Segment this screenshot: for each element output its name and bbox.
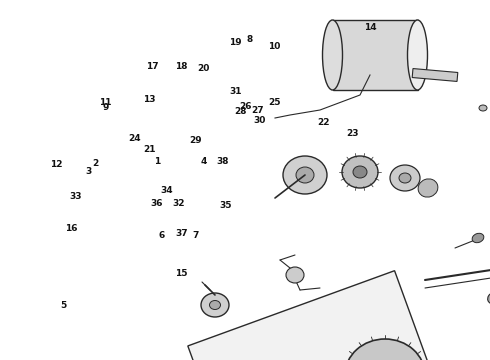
Text: 38: 38	[217, 158, 229, 166]
Text: 15: 15	[175, 269, 188, 278]
Text: 8: 8	[247, 35, 253, 44]
Text: 22: 22	[317, 118, 330, 127]
Text: 23: 23	[346, 129, 359, 138]
Text: 28: 28	[234, 107, 246, 116]
Text: 20: 20	[197, 64, 210, 73]
Ellipse shape	[418, 179, 438, 197]
Text: 31: 31	[229, 87, 242, 96]
Text: 27: 27	[251, 107, 264, 115]
Text: 9: 9	[102, 104, 109, 112]
Text: 24: 24	[128, 134, 141, 143]
Text: 37: 37	[175, 230, 188, 238]
Text: 18: 18	[175, 62, 188, 71]
Text: 6: 6	[159, 231, 165, 240]
Text: 2: 2	[93, 158, 98, 168]
Text: 17: 17	[146, 62, 158, 71]
Text: 35: 35	[219, 201, 232, 210]
Text: 11: 11	[99, 98, 112, 107]
Text: 5: 5	[61, 302, 67, 310]
Text: 30: 30	[253, 116, 266, 125]
Text: 33: 33	[70, 192, 82, 201]
Text: 34: 34	[160, 186, 173, 195]
Text: 26: 26	[239, 102, 251, 111]
Polygon shape	[188, 271, 432, 360]
Text: 19: 19	[229, 38, 242, 47]
Ellipse shape	[353, 166, 367, 178]
Text: 32: 32	[172, 199, 185, 208]
Text: 13: 13	[143, 94, 156, 104]
Ellipse shape	[201, 293, 229, 317]
Polygon shape	[412, 68, 458, 81]
Ellipse shape	[390, 165, 420, 191]
Text: 3: 3	[85, 166, 91, 175]
Ellipse shape	[345, 339, 425, 360]
Ellipse shape	[408, 20, 427, 90]
Ellipse shape	[479, 105, 487, 111]
Ellipse shape	[488, 292, 490, 304]
Text: 1: 1	[154, 158, 160, 166]
Ellipse shape	[322, 20, 343, 90]
Text: 29: 29	[190, 136, 202, 145]
Ellipse shape	[342, 156, 378, 188]
Text: 10: 10	[268, 42, 281, 51]
Ellipse shape	[472, 233, 484, 243]
Text: 36: 36	[150, 199, 163, 208]
Text: 14: 14	[364, 22, 376, 31]
Text: 16: 16	[65, 224, 77, 233]
Text: 12: 12	[50, 161, 63, 169]
Text: 25: 25	[268, 98, 281, 107]
Ellipse shape	[283, 156, 327, 194]
Ellipse shape	[296, 167, 314, 183]
Text: 7: 7	[193, 231, 199, 240]
Polygon shape	[333, 20, 417, 90]
Text: 21: 21	[143, 145, 156, 154]
Ellipse shape	[286, 267, 304, 283]
Text: 4: 4	[200, 158, 207, 166]
Ellipse shape	[399, 173, 411, 183]
Ellipse shape	[210, 301, 220, 310]
